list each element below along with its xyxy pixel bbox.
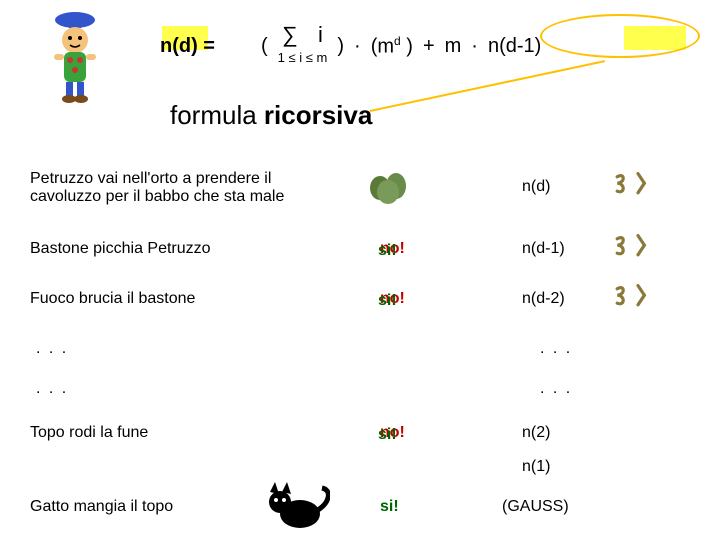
- sigma: ∑: [282, 22, 298, 47]
- cabbage-icon: [360, 160, 416, 206]
- row-1-text: Bastone picchia Petruzzo: [30, 240, 211, 258]
- row-1-nd: n(d-1): [522, 240, 565, 258]
- dot-1: ·: [354, 35, 361, 58]
- row-2-text: Fuoco brucia il bastone: [30, 290, 195, 308]
- petruzzo-icon: [40, 10, 110, 105]
- plus: +: [423, 35, 435, 58]
- md-open: (m: [371, 36, 394, 58]
- row-4-nd: . . .: [540, 380, 572, 398]
- row-4-text: . . .: [36, 380, 68, 398]
- formula-tail: n(d-1): [488, 35, 541, 58]
- dot-2: ·: [471, 35, 478, 58]
- row-7-nd: (GAUSS): [502, 498, 569, 516]
- row-3-text: . . .: [36, 340, 68, 358]
- paren-open: (: [261, 35, 268, 58]
- heading-b: ricorsiva: [264, 100, 372, 130]
- heading-a: formula: [170, 100, 264, 130]
- row-0-text: Petruzzo vai nell'orto a prendere il cav…: [30, 170, 284, 206]
- paren-close: ): [337, 35, 344, 58]
- row-3-nd: . . .: [540, 340, 572, 358]
- cat-icon: [260, 480, 330, 530]
- row-0-nd: n(d): [522, 178, 550, 196]
- row-5-nd: n(2): [522, 424, 550, 442]
- row-2-nd: n(d-2): [522, 290, 565, 308]
- highlight-oval: [540, 14, 700, 58]
- row-6-nd: n(1): [522, 458, 550, 476]
- arrow-icon: [612, 284, 648, 308]
- md-close: ): [406, 36, 413, 58]
- row-5-text: Topo rodi la fune: [30, 424, 148, 442]
- arrow-icon: [612, 172, 648, 196]
- heading: formula ricorsiva: [170, 100, 372, 131]
- row-7-text: Gatto mangia il topo: [30, 498, 173, 516]
- sigma-block: ∑ i 1 ≤ i ≤ m: [278, 22, 328, 71]
- arrow-icon: [612, 234, 648, 258]
- m: m: [445, 35, 462, 58]
- row-7-resp: si!: [380, 498, 399, 516]
- sigma-range: 1 ≤ i ≤ m: [278, 50, 328, 65]
- sigma-var: i: [318, 22, 323, 47]
- formula-lhs: n(d) =: [160, 35, 215, 58]
- md-sup: d: [394, 34, 401, 48]
